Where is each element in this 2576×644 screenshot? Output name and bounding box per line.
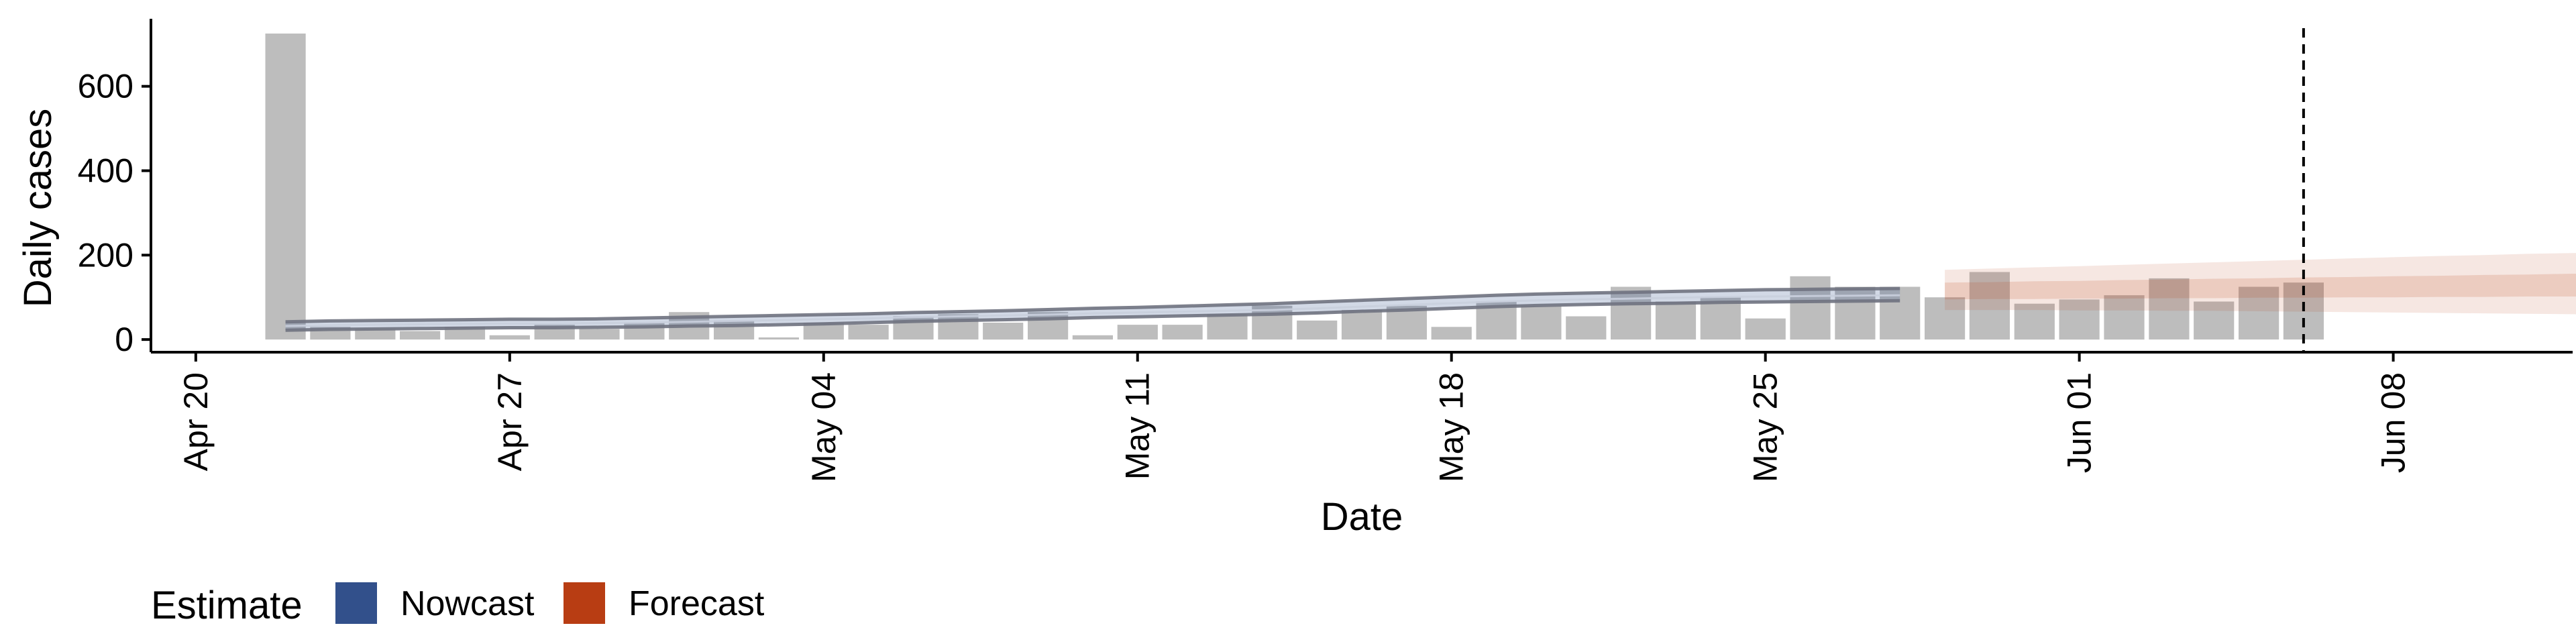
y-tick-label: 600 <box>78 68 133 105</box>
legend-title: Estimate <box>151 584 303 627</box>
x-axis-title: Date <box>1321 495 1403 539</box>
bar <box>1028 312 1069 340</box>
bar <box>355 329 396 340</box>
y-axis-title: Daily cases <box>16 109 60 308</box>
bar <box>489 335 530 340</box>
axes-layer <box>150 19 2573 354</box>
x-tick-label: May 11 <box>1119 372 1157 480</box>
y-tick-label: 400 <box>78 152 133 189</box>
legend-swatch-forecast <box>564 582 605 624</box>
x-tick-label: Jun 08 <box>2375 372 2412 473</box>
bar <box>1969 272 2010 340</box>
bar <box>1566 316 1607 340</box>
bar <box>1611 286 1652 340</box>
bar <box>2014 303 2055 340</box>
forecast-band-90 <box>1945 253 2576 315</box>
legend-label-forecast: Forecast <box>629 584 765 623</box>
bar <box>2194 301 2235 340</box>
bar <box>1162 325 1203 340</box>
bar <box>1117 325 1158 340</box>
x-tick-label: Apr 20 <box>177 372 215 471</box>
bar <box>2104 295 2145 340</box>
bar <box>579 329 620 340</box>
nowcast-lower-line <box>285 299 1900 332</box>
bar <box>1700 297 1741 340</box>
bar <box>444 327 486 340</box>
bar <box>1655 301 1697 340</box>
bar <box>2239 286 2279 340</box>
x-tick-label: Jun 01 <box>2061 372 2098 473</box>
ticks-layer: 0 200 400 600 Apr 20 Apr 27 May 04 May 11 May 18… <box>78 68 2412 482</box>
y-tick-label: 0 <box>115 321 133 358</box>
bar <box>938 314 979 340</box>
bar <box>2149 278 2190 340</box>
bar <box>1745 318 1786 340</box>
x-tick-label: Apr 27 <box>491 372 529 471</box>
y-tick-label: 200 <box>78 236 133 274</box>
forecast-band-50 <box>1945 273 2576 300</box>
bar <box>758 337 799 340</box>
legend-swatch-nowcast <box>335 582 377 624</box>
bar <box>1925 297 1966 340</box>
bar <box>1207 314 1248 340</box>
bar <box>983 323 1024 340</box>
legend-label-nowcast: Nowcast <box>400 584 535 623</box>
bar <box>1431 327 1472 340</box>
bands-layer <box>285 253 2576 332</box>
bar <box>265 34 306 340</box>
bar <box>1252 305 1293 340</box>
nowcast-upper-line <box>285 286 1900 324</box>
bar <box>1521 305 1562 340</box>
bar <box>2059 299 2100 340</box>
x-tick-label: May 25 <box>1747 372 1784 482</box>
bar <box>1072 335 1113 340</box>
bar <box>1790 276 1831 340</box>
x-tick-label: May 18 <box>1433 372 1470 482</box>
legend: Estimate Nowcast Forecast <box>151 582 765 627</box>
bar <box>400 331 441 340</box>
bar <box>1297 320 1338 340</box>
x-tick-label: May 04 <box>805 372 843 482</box>
nowcast-median-line <box>285 294 1900 327</box>
bar <box>1341 310 1383 340</box>
bar <box>848 325 889 340</box>
